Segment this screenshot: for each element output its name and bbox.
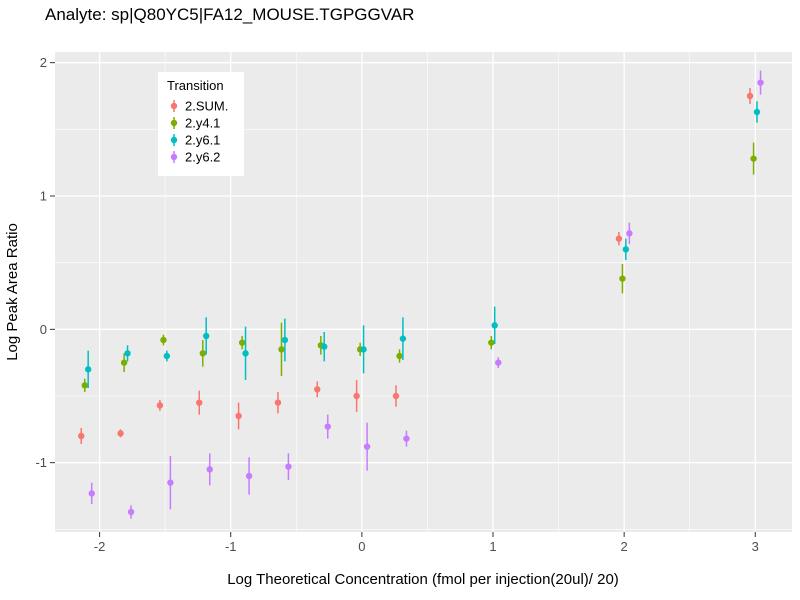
data-point — [206, 466, 213, 473]
data-point — [615, 235, 623, 242]
data-point — [124, 350, 131, 357]
data-point — [488, 339, 495, 346]
data-point — [285, 463, 292, 470]
data-point — [278, 346, 285, 353]
data-point — [242, 350, 249, 357]
data-point — [235, 412, 242, 420]
data-point — [199, 350, 206, 357]
x-tick-label: -2 — [94, 539, 106, 554]
data-point — [203, 332, 210, 340]
chart-title: Analyte: sp|Q80YC5|FA12_MOUSE.TGPGGVAR — [45, 5, 414, 24]
data-point — [274, 399, 282, 406]
axis-ticks — [50, 62, 756, 537]
data-point — [392, 392, 400, 400]
data-point — [281, 336, 289, 344]
axis-tick-labels: -2 -1 0 1 2 3 -1 0 1 2 — [35, 55, 758, 554]
data-point — [167, 479, 174, 486]
data-point — [120, 359, 128, 366]
data-point — [626, 230, 633, 237]
data-point — [399, 335, 407, 342]
data-point — [396, 352, 403, 360]
legend-title: Transition — [167, 78, 224, 93]
data-points-layer — [78, 70, 764, 519]
legend-key-point — [170, 136, 178, 144]
data-point — [403, 435, 410, 442]
data-point — [619, 275, 626, 282]
legend-item-label: 2.SUM. — [185, 99, 228, 114]
data-point — [495, 359, 502, 366]
data-point — [363, 443, 371, 450]
y-axis-label: Log Peak Area Ratio — [4, 223, 21, 361]
data-point — [360, 346, 367, 353]
gridlines-major — [55, 52, 792, 532]
data-point — [245, 472, 253, 480]
data-point — [238, 339, 246, 346]
x-tick-label: 2 — [621, 539, 628, 554]
data-point — [196, 399, 203, 406]
data-point — [750, 155, 757, 162]
legend-item-label: 2.y6.1 — [185, 133, 220, 148]
data-point — [757, 79, 764, 86]
data-point — [117, 430, 124, 437]
x-tick-label: 0 — [358, 539, 365, 554]
data-point — [746, 92, 754, 100]
data-point — [84, 366, 92, 373]
series-2.y4.1 — [81, 142, 757, 392]
series-2.y6.1 — [84, 101, 761, 388]
data-point — [622, 246, 630, 253]
series-2.SUM. — [78, 88, 754, 444]
data-point — [81, 382, 88, 389]
data-point — [353, 392, 360, 400]
x-tick-label: 1 — [489, 539, 496, 554]
data-point — [156, 402, 164, 409]
legend-key-point — [170, 102, 178, 110]
legend-key-point — [170, 119, 178, 127]
y-tick-label: 1 — [40, 189, 47, 204]
data-point — [314, 386, 321, 393]
legend-key-point — [170, 153, 178, 161]
data-point — [491, 322, 498, 329]
data-point — [324, 423, 331, 430]
data-point — [78, 432, 85, 440]
data-point — [160, 336, 167, 344]
legend-item-label: 2.y4.1 — [185, 116, 220, 131]
data-point — [163, 352, 171, 360]
y-tick-label: 0 — [40, 322, 47, 337]
legend: Transition 2.SUM. 2.y4.1 2.y6.1 2.y6.2 — [158, 72, 244, 176]
x-tick-label: 3 — [752, 539, 759, 554]
series-2.y6.2 — [88, 70, 764, 519]
x-tick-label: -1 — [225, 539, 237, 554]
data-point — [321, 343, 328, 350]
data-point — [127, 508, 135, 516]
legend-item-label: 2.y6.2 — [185, 150, 220, 165]
y-tick-label: 2 — [40, 55, 47, 70]
data-point — [753, 108, 761, 116]
x-axis-label: Log Theoretical Concentration (fmol per … — [227, 571, 619, 588]
y-tick-label: -1 — [35, 455, 47, 470]
data-point — [88, 490, 95, 497]
